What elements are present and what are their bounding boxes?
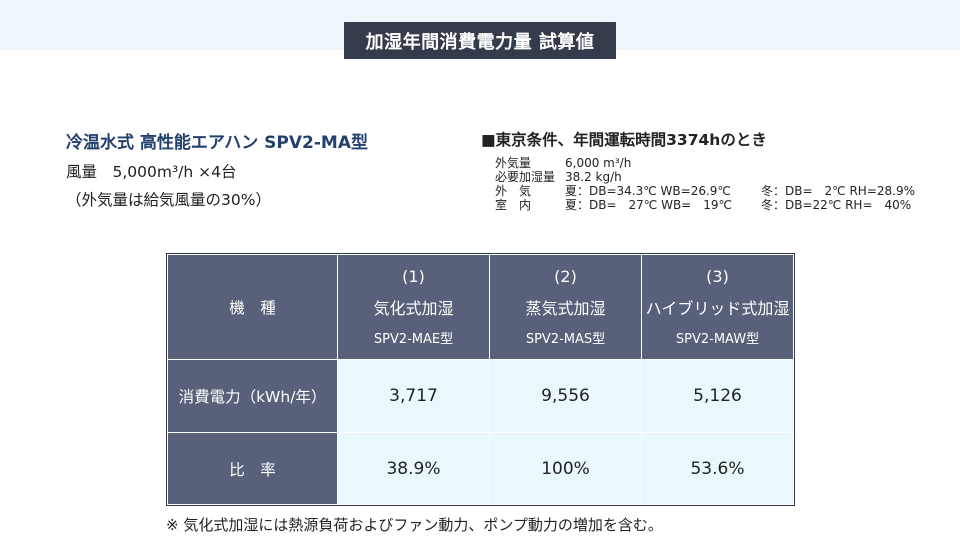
condition-line: 室 内 夏：DB= 27℃ WB= 19℃ 冬：DB=22℃ RH= 40% <box>495 198 915 212</box>
condition-label: 外気量 <box>495 156 532 170</box>
row-label-ratio: 比 率 <box>167 432 338 505</box>
table-row: 比 率 38.9% 100% 53.6% <box>167 432 794 505</box>
table-cell: 38.9% <box>337 432 490 505</box>
condition-label: 外 気 <box>495 184 532 198</box>
condition-line: 外気量 6,000 m³/h <box>495 156 915 170</box>
table-header-row: 機 種 (1) 気化式加湿 SPV2-MAE型 (2) 蒸気式加湿 SPV2-M… <box>167 254 794 360</box>
conditions-list: 外気量 6,000 m³/h 必要加湿量 38.2 kg/h 外 気 夏：DB=… <box>495 156 915 212</box>
power-consumption-table: 機 種 (1) 気化式加湿 SPV2-MAE型 (2) 蒸気式加湿 SPV2-M… <box>167 254 794 505</box>
condition-line: 必要加湿量 38.2 kg/h <box>495 170 915 184</box>
column-number: (3) <box>706 267 729 286</box>
airflow-spec: 風量 5,000m³/h ×4台 <box>66 163 237 181</box>
table-row: 消費電力（kWh/年） 3,717 9,556 5,126 <box>167 359 794 433</box>
table-cell: 9,556 <box>489 359 642 433</box>
page-title: 加湿年間消費電力量 試算値 <box>344 22 616 59</box>
column-model: SPV2-MAE型 <box>373 332 454 347</box>
column-name: ハイブリッド式加湿 <box>645 299 790 318</box>
condition-label: 室 内 <box>495 198 532 212</box>
column-header-steam: (2) 蒸気式加湿 SPV2-MAS型 <box>489 254 642 360</box>
product-name: 冷温水式 高性能エアハン SPV2-MA型 <box>66 133 368 153</box>
table-cell: 100% <box>489 432 642 505</box>
condition-value: 6,000 m³/h <box>565 156 632 170</box>
conditions-heading: ■東京条件、年間運転時間3374hのとき <box>481 131 767 149</box>
column-number: (1) <box>402 267 425 286</box>
table-cell: 5,126 <box>641 359 794 433</box>
column-name: 蒸気式加湿 <box>525 299 606 318</box>
model-header: 機 種 <box>167 254 338 360</box>
condition-line: 外 気 夏：DB=34.3℃ WB=26.9℃ 冬：DB= 2℃ RH=28.9… <box>495 184 915 198</box>
column-number: (2) <box>554 267 577 286</box>
footnote: ※ 気化式加湿には熱源負荷およびファン動力、ポンプ動力の増加を含む。 <box>166 516 663 534</box>
condition-value: 38.2 kg/h <box>565 170 622 184</box>
condition-value-2: 冬：DB=22℃ RH= 40% <box>761 198 912 212</box>
column-header-hybrid: (3) ハイブリッド式加湿 SPV2-MAW型 <box>641 254 794 360</box>
outdoor-air-note: （外気量は給気風量の30%） <box>66 191 271 209</box>
condition-value: 夏：DB=34.3℃ WB=26.9℃ <box>565 184 731 198</box>
table-cell: 53.6% <box>641 432 794 505</box>
table-cell: 3,717 <box>337 359 490 433</box>
condition-value-2: 冬：DB= 2℃ RH=28.9% <box>761 184 915 198</box>
row-label-power: 消費電力（kWh/年） <box>167 359 338 433</box>
condition-label: 必要加湿量 <box>495 170 556 184</box>
column-model: SPV2-MAS型 <box>525 332 606 347</box>
condition-value: 夏：DB= 27℃ WB= 19℃ <box>565 198 732 212</box>
column-model: SPV2-MAW型 <box>675 332 760 347</box>
column-header-evaporative: (1) 気化式加湿 SPV2-MAE型 <box>337 254 490 360</box>
column-name: 気化式加湿 <box>373 299 454 318</box>
